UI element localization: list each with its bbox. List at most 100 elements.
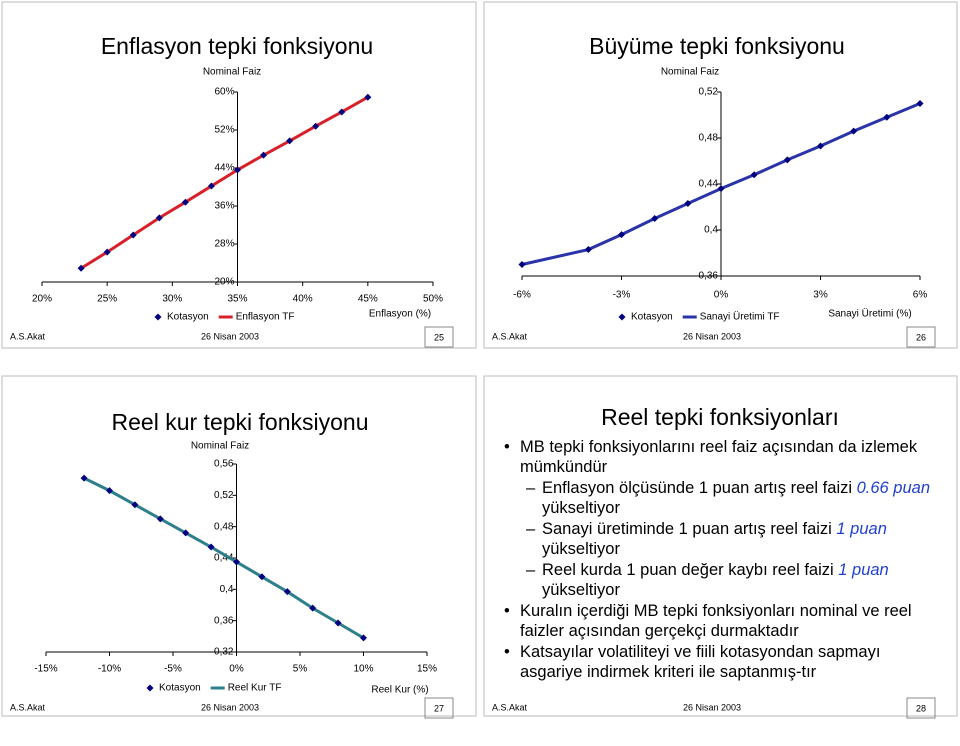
chart-title: Enflasyon tepki fonksiyonu (101, 33, 373, 59)
highlight: 1 puan (836, 520, 887, 538)
x-tick-label: -10% (98, 664, 121, 675)
marker (286, 137, 294, 145)
page-box (906, 697, 936, 719)
marker (364, 93, 372, 101)
sub-bullet: Reel kurda 1 puan değer kaybı reel faizi… (500, 560, 940, 600)
footer-date: 26 Nisan 2003 (683, 702, 741, 712)
y-tick-label: 0,4 (220, 584, 234, 595)
footer-author: A.S.Akat (492, 331, 528, 341)
x-tick-label: 15% (417, 664, 437, 675)
footer-date: 26 Nisan 2003 (201, 702, 259, 712)
x-tick-label: 30% (162, 294, 182, 305)
marker (651, 215, 659, 222)
marker (103, 248, 111, 256)
text-part: yükseltiyor (542, 499, 620, 517)
marker (80, 474, 88, 482)
slide-frame (483, 375, 958, 717)
chart-title: Büyüme tepki fonksiyonu (589, 33, 845, 59)
y-axis-title: Nominal Faiz (191, 441, 249, 452)
y-tick-label: 0,36 (214, 615, 234, 626)
legend-label: Enflasyon TF (236, 312, 295, 323)
y-tick-label: 0,52 (699, 87, 719, 98)
marker (106, 487, 113, 495)
page-number: 25 (434, 332, 444, 342)
x-tick-label: -6% (513, 290, 531, 301)
marker (129, 231, 137, 239)
y-tick-label: 0,4 (704, 225, 718, 236)
marker (783, 156, 791, 164)
x-tick-label: -15% (34, 664, 57, 675)
marker (283, 588, 291, 596)
x-tick-label: 10% (353, 664, 373, 675)
marker (182, 529, 190, 537)
y-tick-label: 0,36 (699, 271, 719, 282)
bullet: Kuralın içerdiği MB tepki fonksiyonları … (500, 601, 940, 641)
slide-frame (483, 1, 958, 349)
y-tick-label: 28% (214, 239, 234, 250)
chart-title: Reel kur tepki fonksiyonu (112, 409, 369, 435)
y-tick-label: 20% (214, 277, 234, 288)
marker (850, 127, 858, 135)
x-tick-label: 0% (714, 290, 729, 301)
x-tick-label: 40% (293, 294, 313, 305)
marker (717, 185, 725, 193)
marker (207, 543, 215, 551)
x-tick-label: 0% (229, 664, 244, 675)
x-axis-title: Enflasyon (%) (369, 309, 431, 320)
marker (258, 573, 266, 581)
x-tick-label: 3% (813, 290, 828, 301)
y-tick-label: 44% (214, 163, 234, 174)
page-number: 28 (916, 703, 926, 713)
y-tick-label: 0,48 (214, 521, 234, 532)
marker (916, 100, 924, 107)
legend-label: Kotasyon (159, 683, 201, 694)
x-axis-title: Reel Kur (%) (371, 685, 428, 696)
page-box (424, 697, 454, 719)
marker (181, 198, 189, 206)
slide-frame (1, 375, 477, 717)
x-tick-label: -3% (613, 290, 631, 301)
marker (131, 501, 139, 509)
marker (518, 261, 526, 268)
marker (817, 142, 824, 150)
bullet-list: MB tepki fonksiyonlarını reel faiz açısı… (500, 437, 940, 682)
y-tick-label: 0,52 (214, 490, 234, 501)
text-part: Enflasyon ölçüsünde 1 puan artış reel fa… (542, 479, 857, 497)
marker (155, 214, 163, 222)
footer-author: A.S.Akat (10, 331, 46, 341)
y-tick-label: 0,44 (699, 179, 719, 190)
sub-bullet: Sanayi üretiminde 1 puan artış reel faiz… (500, 519, 940, 559)
x-tick-label: 25% (97, 294, 117, 305)
x-tick-label: 5% (293, 664, 308, 675)
marker (684, 200, 692, 208)
legend-label: Reel Kur TF (228, 683, 282, 694)
x-axis-title: Sanayi Üretimi (%) (828, 308, 911, 320)
y-tick-label: 0,48 (699, 133, 719, 144)
page-box (906, 326, 936, 348)
y-tick-label: 0,32 (214, 647, 234, 658)
marker (883, 113, 891, 121)
footer-date: 26 Nisan 2003 (201, 331, 259, 341)
slide-frame (1, 1, 477, 349)
y-tick-label: 0,44 (214, 553, 234, 564)
x-tick-label: 45% (358, 294, 378, 305)
slide-title: Reel tepki fonksiyonları (601, 404, 839, 430)
y-tick-label: 60% (214, 87, 234, 98)
bullet: MB tepki fonksiyonlarını reel faiz açısı… (500, 437, 940, 477)
x-tick-label: 6% (913, 290, 928, 301)
marker (234, 166, 241, 174)
text-part: yükseltiyor (542, 540, 620, 558)
page-number: 27 (434, 703, 444, 713)
x-tick-label: 35% (227, 294, 247, 305)
marker (338, 108, 346, 116)
highlight: 1 puan (838, 561, 889, 579)
marker (207, 182, 215, 190)
footer-author: A.S.Akat (492, 702, 528, 712)
legend-label: Kotasyon (631, 312, 673, 323)
legend-label: Sanayi Üretimi TF (700, 311, 780, 323)
series-line (80, 95, 369, 270)
x-tick-label: -5% (164, 664, 182, 675)
x-tick-label: 50% (423, 294, 443, 305)
